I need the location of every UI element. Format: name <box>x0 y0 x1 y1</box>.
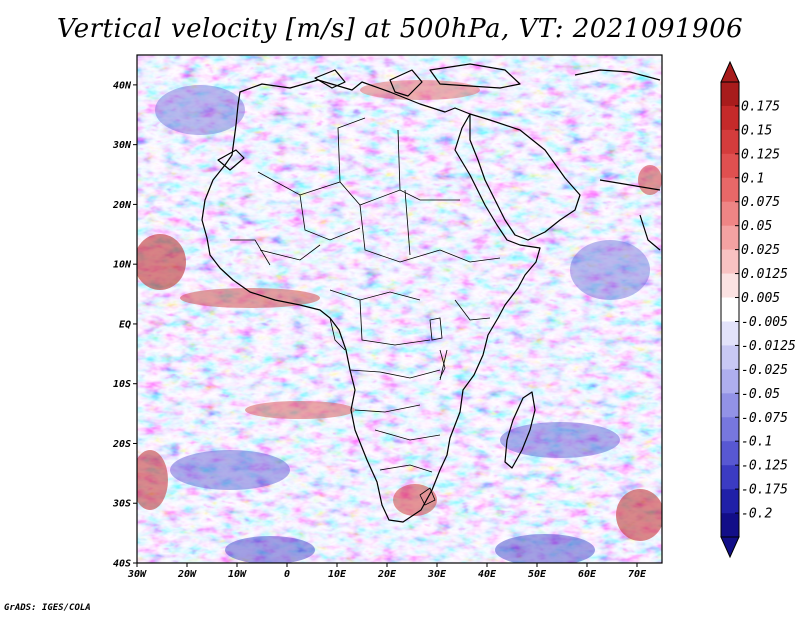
colorbar-segment <box>721 393 739 418</box>
colorbar-top-arrow <box>720 60 740 83</box>
colorbar-segment <box>721 82 739 107</box>
colorbar-segment <box>721 177 739 203</box>
colorbar-label: 0.125 <box>741 147 780 162</box>
lon-tick-label: 10W <box>228 569 247 580</box>
lon-tick-label: 0 <box>284 569 290 580</box>
colorbar: 0.175 0.15 0.125 0.1 0.075 0.05 0.025 0.0125 0.0… <box>720 60 796 559</box>
colorbar-segment <box>721 465 739 490</box>
lon-tick-label: 60E <box>578 569 597 580</box>
colorbar-label: -0.1 <box>741 435 772 450</box>
lon-tick-label: 20E <box>377 569 397 580</box>
colorbar-label: 0.075 <box>741 195 780 210</box>
lat-tick-label: 40S <box>113 559 131 570</box>
colorbar-label: 0.15 <box>741 123 772 138</box>
lon-tick-label: 70E <box>628 569 647 580</box>
colorbar-label: -0.125 <box>741 459 788 474</box>
colorbar-label: 0.175 <box>741 99 780 114</box>
colorbar-label: -0.075 <box>741 411 788 426</box>
colorbar-frame <box>720 81 740 538</box>
colorbar-segment <box>721 345 739 370</box>
colorbar-segment <box>721 369 739 394</box>
country-borders <box>230 117 501 473</box>
colorbar-segment <box>721 201 739 226</box>
colorbar-segment <box>721 129 739 155</box>
colorbar-label: -0.025 <box>741 363 788 378</box>
colorbar-label: 0.005 <box>741 291 780 306</box>
colorbar-label: 0.05 <box>741 219 772 234</box>
colorbar-segment <box>721 249 739 274</box>
colorbar-segment <box>721 297 739 322</box>
lat-tick-label: 40N <box>113 80 132 91</box>
credit-text: GrADS: IGES/COLA <box>4 603 91 613</box>
colorbar-label: 0.1 <box>741 171 764 186</box>
colorbar-label: -0.2 <box>741 507 772 522</box>
colorbar-label: -0.0125 <box>741 339 796 354</box>
colorbar-label: -0.175 <box>741 483 788 498</box>
colorbar-label: 0.025 <box>741 243 780 258</box>
colorbar-segment <box>721 441 739 466</box>
colorbar-segment <box>721 489 739 514</box>
lon-tick-label: 10E <box>328 569 347 580</box>
colorbar-label: 0.0125 <box>741 267 788 282</box>
lat-tick-label: 10S <box>113 379 131 390</box>
lat-tick-label: EQ <box>119 319 131 330</box>
vertical-velocity-field <box>137 55 662 563</box>
lon-tick-label: 20W <box>177 569 197 580</box>
colorbar-segment <box>721 513 739 538</box>
map-frame <box>136 54 663 564</box>
lon-tick-label: 40E <box>478 569 497 580</box>
lat-tick-label: 20N <box>112 200 132 211</box>
lon-tick-label: 50E <box>528 569 547 580</box>
lat-tick-label: 20S <box>112 439 131 450</box>
chart-title: Vertical velocity [m/s] at 500hPa, VT: 2… <box>56 14 744 44</box>
colorbar-segment <box>721 153 739 179</box>
lon-tick-label: 30W <box>127 569 147 580</box>
latitude-axis: 40N 30N 20N 10N EQ 10S 20S 30S 40S <box>112 80 137 570</box>
lat-tick-label: 30S <box>112 499 131 510</box>
lat-tick-label: 30N <box>112 140 132 151</box>
colorbar-segment <box>721 225 739 250</box>
colorbar-label: -0.005 <box>741 315 788 330</box>
lon-tick-label: 30E <box>427 569 447 580</box>
longitude-axis: 30W 20W 10W 0 10E 20E 30E 40E 50E 60E 70E <box>127 563 647 580</box>
colorbar-segment <box>721 321 739 346</box>
colorbar-label: -0.05 <box>741 387 780 402</box>
lat-tick-label: 10N <box>113 260 132 271</box>
coastlines <box>201 63 661 523</box>
colorbar-segment <box>721 105 739 131</box>
colorbar-segment <box>721 273 739 298</box>
colorbar-bottom-arrow <box>720 536 740 559</box>
colorbar-segment <box>721 417 739 442</box>
